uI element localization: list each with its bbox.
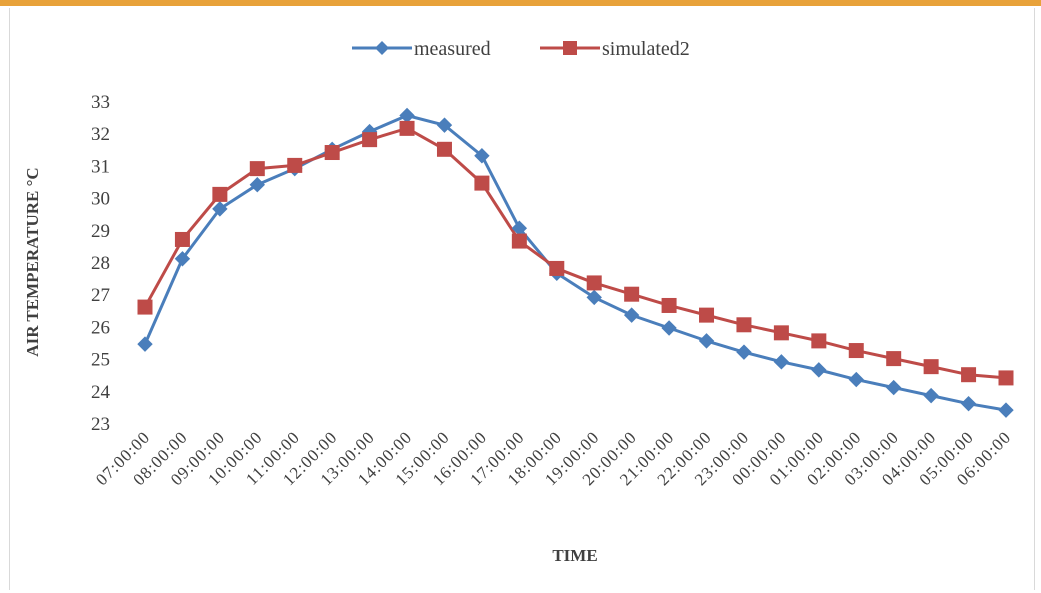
- data-point-measured: [436, 117, 453, 133]
- data-point-simulated2: [436, 141, 452, 157]
- data-point-simulated2: [212, 186, 228, 202]
- data-point-simulated2: [848, 343, 864, 359]
- legend-marker-simulated2: [563, 41, 577, 55]
- data-point-measured: [848, 371, 864, 388]
- data-point-simulated2: [362, 132, 378, 148]
- data-point-measured: [474, 148, 490, 164]
- data-point-simulated2: [511, 233, 527, 249]
- legend-marker-measured: [375, 41, 389, 55]
- data-point-simulated2: [661, 297, 677, 313]
- chart-frame: [9, 8, 1035, 590]
- y-axis-ticks: 23 24 25 26 27 28 29 30 31 32 33: [91, 92, 111, 435]
- data-point-simulated2: [961, 367, 977, 383]
- series-line-measured: [143, 113, 1007, 412]
- legend-label-simulated2: simulated2: [602, 38, 690, 60]
- y-tick-label: 23: [91, 414, 110, 435]
- y-axis-title: AIR TEMPERATURE °C: [23, 167, 42, 356]
- data-point-measured: [586, 289, 602, 306]
- data-point-measured: [698, 333, 715, 349]
- legend-label-measured: measured: [414, 38, 491, 60]
- series-markers: [137, 107, 1014, 418]
- y-tick-label: 32: [91, 124, 110, 145]
- x-axis-title: TIME: [552, 546, 597, 565]
- chart-legend: measured simulated2: [352, 38, 690, 60]
- data-point-simulated2: [474, 175, 490, 191]
- data-point-measured: [736, 344, 752, 360]
- data-point-measured: [773, 354, 790, 370]
- y-tick-label: 26: [91, 317, 110, 338]
- data-point-measured: [137, 336, 153, 352]
- data-point-measured: [212, 201, 228, 217]
- data-point-measured: [998, 402, 1014, 418]
- data-point-simulated2: [624, 286, 640, 302]
- y-tick-label: 33: [91, 92, 110, 113]
- data-point-measured: [399, 107, 415, 124]
- y-tick-label: 30: [91, 189, 110, 210]
- y-tick-label: 27: [91, 285, 110, 306]
- y-tick-label: 24: [91, 382, 111, 403]
- data-point-measured: [249, 177, 266, 193]
- data-point-simulated2: [923, 359, 939, 375]
- top-border-rule: [0, 0, 1041, 6]
- series-lines: [143, 113, 1007, 412]
- data-point-simulated2: [549, 260, 565, 276]
- data-point-simulated2: [699, 307, 715, 323]
- data-point-measured: [661, 320, 677, 336]
- y-tick-label: 28: [91, 253, 110, 274]
- data-point-measured: [923, 387, 939, 404]
- data-point-simulated2: [773, 325, 789, 341]
- data-point-simulated2: [174, 231, 190, 247]
- data-point-simulated2: [399, 120, 415, 136]
- data-point-measured: [174, 251, 191, 267]
- data-point-measured: [811, 362, 827, 378]
- data-point-measured: [623, 307, 640, 323]
- series-line-simulated2: [143, 126, 1007, 380]
- data-point-measured: [885, 379, 902, 396]
- y-tick-label: 29: [91, 221, 110, 242]
- x-axis-ticks: 07:00:0008:00:0009:00:0010:00:0011:00:00…: [92, 427, 1015, 489]
- data-point-simulated2: [811, 333, 827, 349]
- y-tick-label: 25: [91, 350, 110, 371]
- data-point-simulated2: [249, 161, 265, 177]
- data-point-simulated2: [736, 317, 752, 333]
- data-point-simulated2: [998, 370, 1014, 386]
- data-point-simulated2: [137, 299, 153, 315]
- data-point-simulated2: [586, 275, 602, 291]
- data-point-simulated2: [287, 157, 303, 173]
- y-tick-label: 31: [91, 156, 110, 177]
- data-point-simulated2: [324, 145, 340, 161]
- data-point-simulated2: [886, 351, 902, 367]
- data-point-measured: [960, 395, 977, 412]
